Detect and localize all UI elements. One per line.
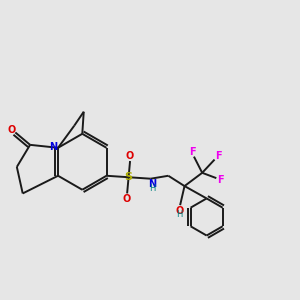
- Text: H: H: [176, 210, 183, 219]
- Text: N: N: [49, 142, 57, 152]
- Text: O: O: [8, 125, 16, 135]
- Text: O: O: [176, 206, 184, 215]
- Text: N: N: [148, 179, 156, 189]
- Text: H: H: [149, 184, 155, 193]
- Text: O: O: [123, 194, 131, 204]
- Text: F: F: [190, 147, 196, 157]
- Text: F: F: [217, 176, 224, 185]
- Text: O: O: [126, 151, 134, 161]
- Text: F: F: [215, 151, 221, 161]
- Text: S: S: [124, 172, 133, 182]
